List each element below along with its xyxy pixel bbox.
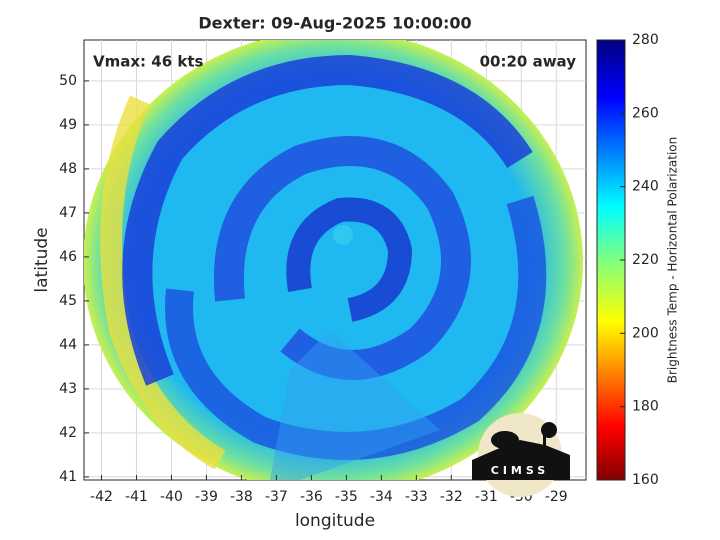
y-axis-label: latitude xyxy=(32,227,52,292)
colorbar-label: Brightness Temp - Horizontal Polarizatio… xyxy=(666,137,680,384)
colorbar-tick-label: 180 xyxy=(632,399,659,415)
y-tick-label: 49 xyxy=(59,117,77,133)
y-tick-label: 46 xyxy=(59,249,77,265)
colorbar-tick-label: 260 xyxy=(632,105,659,121)
y-tick-label: 42 xyxy=(59,425,77,441)
x-tick-label: -39 xyxy=(195,489,218,505)
vmax-annotation: Vmax: 46 kts xyxy=(93,53,203,71)
x-tick-label: -31 xyxy=(475,489,498,505)
x-tick-label: -29 xyxy=(545,489,568,505)
x-axis-label: longitude xyxy=(295,511,375,531)
y-tick-label: 50 xyxy=(59,73,77,89)
colorbar-tick-label: 200 xyxy=(632,325,659,341)
y-tick-label: 45 xyxy=(59,293,77,309)
y-tick-label: 47 xyxy=(59,205,77,221)
colorbar-tick-label: 280 xyxy=(632,32,659,48)
x-tick-label: -35 xyxy=(335,489,358,505)
y-tick-label: 48 xyxy=(59,161,77,177)
logo-text: CIMSS xyxy=(491,464,549,477)
y-tick-label: 41 xyxy=(59,469,77,485)
x-tick-label: -42 xyxy=(90,489,113,505)
x-tick-label: -38 xyxy=(230,489,253,505)
x-tick-label: -33 xyxy=(405,489,428,505)
y-tick-label: 43 xyxy=(59,381,77,397)
logo: CIMSS xyxy=(472,413,570,497)
x-tick-label: -36 xyxy=(300,489,323,505)
time-annotation: 00:20 away xyxy=(480,53,577,71)
x-tick-label: -40 xyxy=(160,489,183,505)
title: Dexter: 09-Aug-2025 10:00:00 xyxy=(198,14,471,33)
x-tick-label: -41 xyxy=(125,489,148,505)
y-tick-label: 44 xyxy=(59,337,77,353)
x-tick-label: -34 xyxy=(370,489,393,505)
axes: -42 -41 -40 -39 -38 -37 -36 -35 -34 -33 -32 -31 -30-… xyxy=(59,73,568,505)
x-tick-label: -32 xyxy=(440,489,463,505)
satellite-image xyxy=(84,40,583,480)
colorbar-axis: 160 180 200 220 240 260 280 xyxy=(620,32,659,488)
x-tick-label: -37 xyxy=(265,489,288,505)
colorbar-tick-label: 220 xyxy=(632,252,659,268)
colorbar-tick-label: 240 xyxy=(632,179,659,195)
colorbar-tick-label: 160 xyxy=(632,472,659,488)
